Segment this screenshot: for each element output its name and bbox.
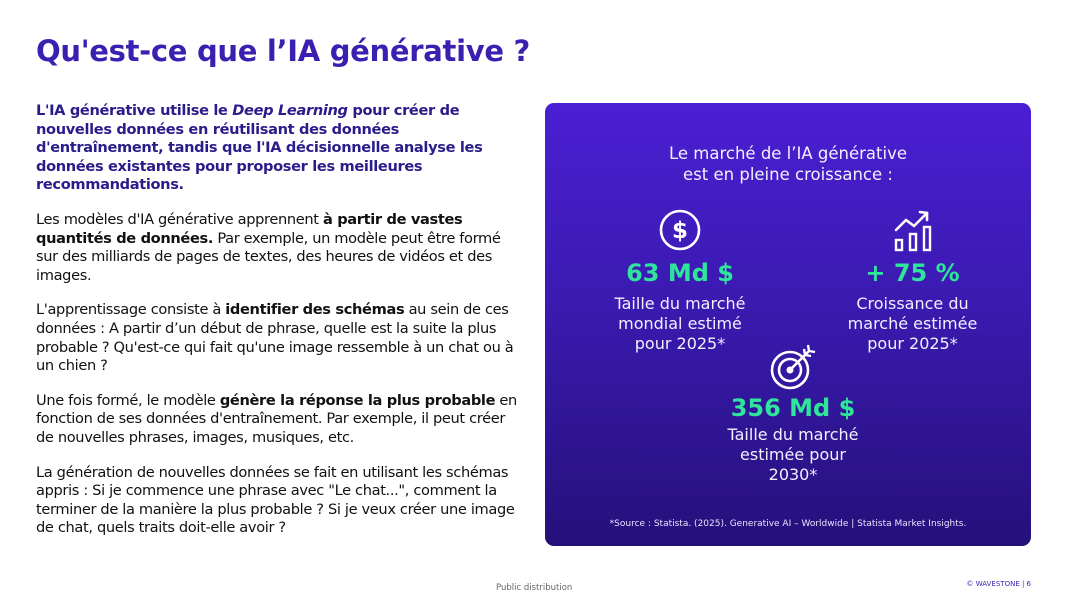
stat-description: Taille du marché mondial estimé pour 202… <box>595 294 765 354</box>
text-bold: génère la réponse la plus probable <box>219 391 496 409</box>
stat-description: Croissance du marché estimée pour 2025* <box>825 294 1000 354</box>
text-bold: identifier des schémas <box>225 301 405 319</box>
text-run: pour créer de nouvelles données en réuti… <box>36 102 483 194</box>
text-emphasis: Deep Learning <box>232 102 348 119</box>
growth-chart-icon <box>894 210 931 252</box>
desc-line: pour 2025* <box>867 334 958 353</box>
text-bold: à partir de vastes quantités de données. <box>36 210 463 247</box>
stat-market-size-2030: 356 Md $ Taille du marché estimée pour 2… <box>708 343 878 485</box>
stat-market-growth-2025: + 75 % Croissance du marché estimée pour… <box>825 208 1000 354</box>
paragraph: Une fois formé, le modèle génère la répo… <box>36 392 524 448</box>
svg-text:$: $ <box>672 218 688 244</box>
stat-market-size-2025: $ 63 Md $ Taille du marché mondial estim… <box>595 208 765 354</box>
text-run: Une fois formé, le modèle <box>36 391 220 409</box>
distribution-label: Public distribution <box>496 583 573 593</box>
text-run: Les modèles d'IA générative apprennent <box>36 210 323 228</box>
source-note: *Source : Statista. (2025). Generative A… <box>609 519 967 529</box>
paragraph: L'apprentissage consiste à identifier de… <box>36 301 524 375</box>
brand-page-number: © WAVESTONE | 6 <box>966 580 1031 588</box>
dollar-icon: $ <box>659 209 701 251</box>
intro-paragraph: L'IA générative utilise le Deep Learning… <box>36 102 524 195</box>
text-run: au sein de ces données : A partir d’un d… <box>36 301 514 375</box>
paragraph: Les modèles d'IA générative apprennent à… <box>36 211 524 285</box>
panel-heading-line: Le marché de l’IA générative <box>668 144 908 163</box>
desc-line: estimée pour <box>740 445 846 464</box>
text-run: L'apprentissage consiste à <box>36 301 226 319</box>
desc-line: pour 2025* <box>634 334 726 353</box>
body-text: L'IA générative utilise le Deep Learning… <box>36 102 524 554</box>
desc-line: mondial estimé <box>618 314 742 333</box>
text-run: L'IA générative utilise le <box>36 102 233 119</box>
panel-heading: Le marché de l’IA générative est en plei… <box>545 143 1031 185</box>
desc-line: Croissance du <box>856 294 969 313</box>
paragraph: La génération de nouvelles données se fa… <box>36 463 515 537</box>
text-run: Par exemple, un modèle peut être formé s… <box>36 229 501 284</box>
text-run: en fonction de ses données d'entraînemen… <box>36 391 517 446</box>
desc-line: Taille du marché <box>614 294 746 313</box>
page-title: Qu'est-ce que l’IA générative ? <box>36 34 531 68</box>
desc-line: marché estimée <box>847 314 978 333</box>
desc-line: Taille du marché <box>727 425 859 444</box>
stat-value: 356 Md $ <box>730 394 856 422</box>
desc-line: 2030* <box>768 465 818 484</box>
stat-value: 63 Md $ <box>626 259 734 287</box>
target-icon <box>770 344 816 390</box>
market-panel: Le marché de l’IA générative est en plei… <box>545 103 1031 546</box>
stat-value: + 75 % <box>865 259 960 287</box>
stat-description: Taille du marché estimée pour 2030* <box>708 425 878 485</box>
panel-heading-line: est en pleine croissance : <box>683 165 893 184</box>
